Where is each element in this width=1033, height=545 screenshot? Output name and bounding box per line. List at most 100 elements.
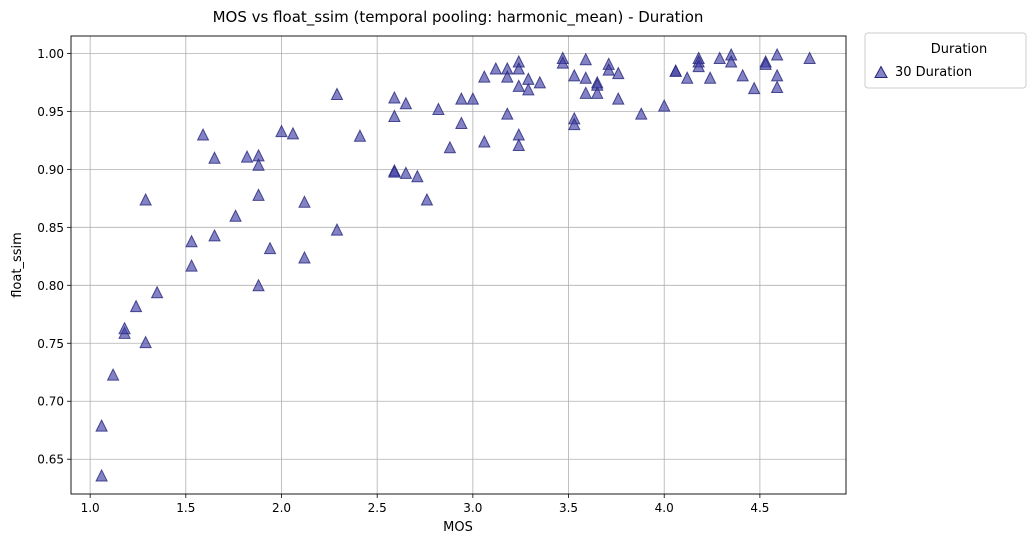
data-point-triangle (185, 258, 198, 272)
data-point-triangle (556, 56, 570, 69)
data-point-triangle (139, 335, 152, 349)
data-point-triangle (455, 91, 468, 105)
data-point-triangle (803, 51, 816, 65)
data-point-triangle (443, 140, 457, 154)
data-point-triangle (680, 71, 694, 84)
x-tick-label: 1.5 (176, 501, 195, 515)
data-point-triangle (500, 107, 514, 120)
data-point-triangle (770, 47, 784, 61)
legend-triangle-marker (874, 65, 888, 78)
data-point-triangle (669, 64, 683, 77)
data-point-triangle (263, 241, 277, 255)
data-point-triangle (252, 188, 265, 201)
x-tick-label: 1.0 (81, 501, 100, 515)
data-point-triangle (286, 126, 300, 140)
data-point-triangle (713, 51, 727, 65)
data-point-triangle (330, 223, 344, 236)
data-point-triangle (747, 81, 761, 95)
data-point-triangle (579, 71, 593, 84)
data-point-triangle (118, 321, 131, 335)
data-point-triangle (208, 151, 221, 164)
y-tick-label: 0.65 (37, 453, 64, 467)
chart-title: MOS vs float_ssim (temporal pooling: har… (213, 8, 704, 27)
data-point-triangle (579, 52, 593, 66)
data-point-triangle (275, 124, 288, 138)
y-axis-ticks: 0.65 0.70 0.75 0.80 0.85 0.90 0.95 1.00 (37, 47, 71, 467)
x-axis-label: MOS (443, 520, 473, 535)
data-point-triangle (95, 468, 108, 482)
y-tick-label: 0.75 (37, 337, 64, 351)
data-point-triangle (129, 299, 143, 313)
data-point-triangle (330, 87, 344, 100)
data-point-triangle (759, 57, 772, 70)
x-tick-label: 4.5 (750, 501, 769, 515)
data-point-triangle (106, 367, 120, 381)
legend: Duration 30 Duration (864, 32, 1027, 89)
data-point-triangle (611, 91, 625, 105)
data-point-triangle (185, 234, 198, 248)
data-point-triangle (240, 149, 254, 163)
data-point-triangle (500, 69, 514, 83)
data-point-triangle (150, 285, 164, 299)
data-point-triangle (478, 134, 491, 148)
data-point-triangle (420, 192, 434, 206)
data-point-triangle (692, 59, 705, 73)
x-tick-label: 2.5 (368, 501, 387, 515)
y-tick-label: 0.95 (37, 105, 64, 119)
y-tick-label: 0.80 (37, 279, 64, 293)
y-axis-label: float_ssim (10, 232, 25, 298)
x-tick-label: 3.5 (559, 501, 578, 515)
y-tick-label: 0.85 (37, 221, 64, 235)
data-point-triangle (567, 117, 581, 131)
data-point-triangle (196, 127, 210, 141)
data-point-triangle (388, 165, 401, 178)
data-point-triangle (411, 169, 424, 183)
data-point-triangle (399, 166, 413, 179)
data-point-triangle (770, 80, 784, 94)
data-point-triangle (590, 86, 604, 99)
data-point-triangle (634, 107, 648, 120)
data-point-triangle (455, 116, 468, 129)
data-points (95, 47, 816, 482)
data-point-triangle (703, 71, 717, 84)
grid-lines (71, 36, 846, 494)
data-point-triangle (512, 79, 526, 92)
data-point-triangle (533, 75, 547, 89)
data-point-triangle (432, 102, 445, 116)
data-point-triangle (229, 209, 242, 222)
data-point-triangle (252, 278, 265, 292)
data-point-triangle (736, 68, 749, 82)
y-tick-label: 1.00 (37, 47, 64, 61)
x-tick-label: 3.0 (463, 501, 482, 515)
legend-box (864, 32, 1027, 89)
data-point-triangle (602, 63, 616, 76)
data-point-triangle (388, 109, 401, 123)
data-point-triangle (95, 418, 108, 432)
data-point-triangle (208, 228, 221, 242)
x-tick-label: 2.0 (272, 501, 291, 515)
data-point-triangle (388, 90, 401, 104)
data-point-triangle (298, 250, 311, 264)
data-point-triangle (466, 91, 480, 105)
data-point-triangle (139, 192, 152, 206)
data-point-triangle (567, 68, 581, 82)
x-tick-label: 4.0 (655, 501, 674, 515)
data-point-triangle (512, 61, 526, 75)
data-point-triangle (489, 61, 503, 75)
data-point-triangle (512, 138, 526, 151)
data-point-triangle (657, 98, 671, 112)
plot-frame (70, 35, 847, 495)
y-tick-label: 0.90 (37, 163, 64, 177)
legend-title: Duration (931, 42, 987, 57)
data-point-triangle (399, 96, 413, 110)
legend-entry-label: 30 Duration (895, 65, 972, 80)
data-point-triangle (611, 66, 625, 80)
data-point-triangle (522, 82, 535, 96)
data-point-triangle (579, 86, 593, 99)
data-point-triangle (298, 195, 311, 208)
data-point-triangle (724, 54, 738, 68)
data-point-triangle (353, 129, 367, 142)
x-axis-ticks: 1.0 1.5 2.0 2.5 3.0 3.5 4.0 4.5 (81, 494, 769, 515)
y-tick-label: 0.70 (37, 395, 64, 409)
